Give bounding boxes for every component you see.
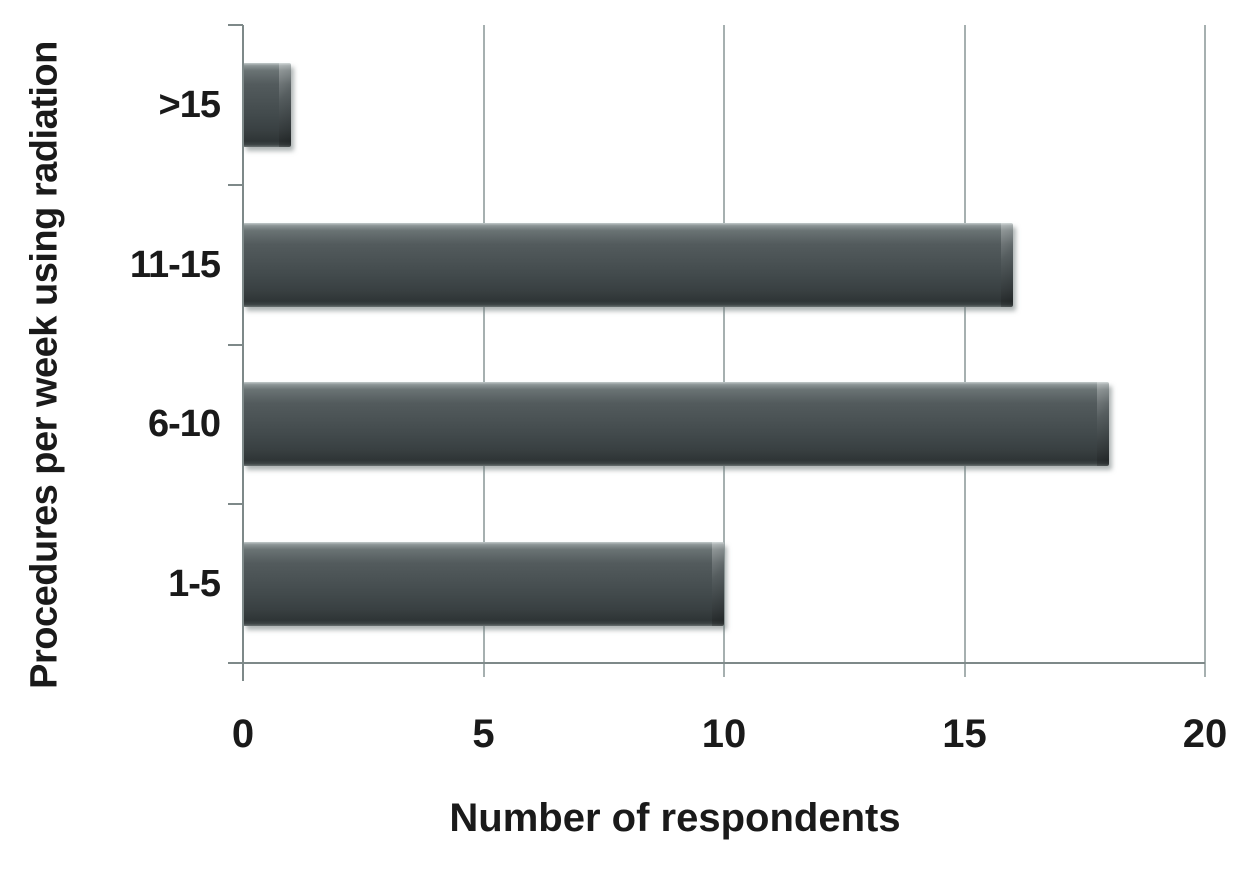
x-tick-label-15: 15 bbox=[942, 712, 987, 756]
category-label-1-5: 1-5 bbox=[168, 563, 221, 606]
bar-11-15 bbox=[243, 222, 1013, 307]
x-tick-label-5: 5 bbox=[472, 712, 495, 756]
x-axis-line bbox=[228, 662, 1205, 664]
y-axis-tick-3 bbox=[228, 503, 243, 506]
x-tick-label-0: 0 bbox=[231, 712, 255, 756]
bar->15 bbox=[243, 62, 292, 147]
x-tick-label-20: 20 bbox=[1182, 712, 1228, 756]
gridline-x-5 bbox=[482, 25, 485, 677]
bar-1-5 bbox=[243, 542, 724, 627]
y-axis-line bbox=[242, 25, 244, 681]
y-axis-tick-1 bbox=[228, 183, 243, 186]
category-label->15: >15 bbox=[158, 83, 221, 126]
category-label-11-15: 11-15 bbox=[129, 243, 221, 286]
gridline-x-15 bbox=[963, 25, 966, 677]
gridline-x-20 bbox=[1204, 25, 1206, 677]
x-tick-label-10: 10 bbox=[701, 712, 747, 756]
y-axis-tick-2 bbox=[228, 343, 243, 346]
x-axis-title: Number of respondents bbox=[449, 796, 901, 840]
y-axis-tick-0 bbox=[228, 24, 243, 26]
plot-area bbox=[243, 25, 1206, 677]
bar-6-10 bbox=[243, 382, 1109, 467]
gridline-x-10 bbox=[723, 25, 725, 677]
category-label-6-10: 6-10 bbox=[147, 403, 221, 446]
